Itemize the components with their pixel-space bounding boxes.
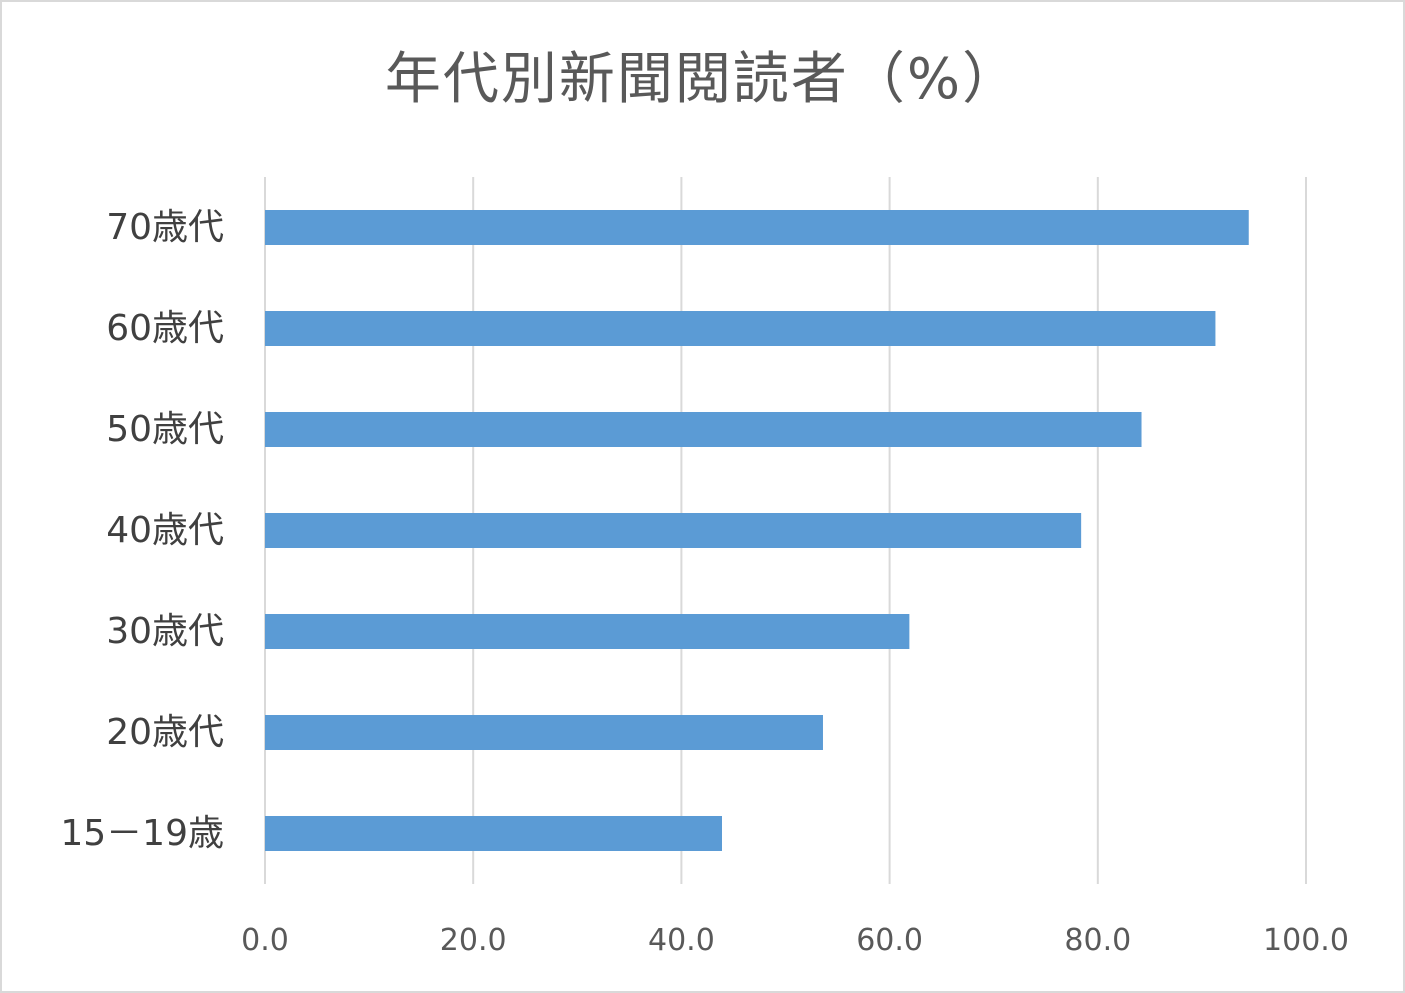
chart-title: 年代別新聞閲読者（%） bbox=[384, 47, 1021, 112]
bar bbox=[265, 816, 722, 851]
category-label: 20歳代 bbox=[106, 712, 224, 753]
bar bbox=[265, 614, 910, 649]
x-tick-label: 80.0 bbox=[1064, 923, 1131, 958]
x-tick-label: 60.0 bbox=[856, 923, 923, 958]
bar bbox=[265, 715, 823, 750]
category-label: 30歳代 bbox=[106, 611, 224, 652]
x-axis-tick-labels: 0.0 20.0 40.0 60.0 80.0 100.0 bbox=[241, 923, 1349, 958]
x-tick-label: 0.0 bbox=[241, 923, 289, 958]
category-label: 70歳代 bbox=[106, 207, 224, 248]
bar bbox=[265, 513, 1082, 548]
bar bbox=[265, 210, 1249, 245]
x-tick-label: 20.0 bbox=[440, 923, 507, 958]
category-label: 15－19歳 bbox=[60, 813, 224, 854]
category-label: 50歳代 bbox=[106, 409, 224, 450]
bars bbox=[265, 210, 1249, 851]
bar bbox=[265, 311, 1216, 346]
x-tick-label: 100.0 bbox=[1263, 923, 1349, 958]
bar bbox=[265, 412, 1142, 447]
y-axis-category-labels: 70歳代 60歳代 50歳代 40歳代 30歳代 20歳代 15－19歳 bbox=[60, 207, 224, 854]
category-label: 60歳代 bbox=[106, 308, 224, 349]
x-tick-label: 40.0 bbox=[648, 923, 715, 958]
category-label: 40歳代 bbox=[106, 510, 224, 551]
